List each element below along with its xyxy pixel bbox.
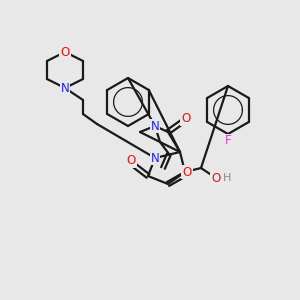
Text: O: O [182,166,192,178]
Text: N: N [151,152,159,164]
Text: O: O [212,172,220,184]
Text: N: N [151,119,159,133]
Text: O: O [60,46,70,59]
Text: O: O [182,112,190,125]
Text: N: N [61,82,69,94]
Text: F: F [225,134,231,148]
Text: O: O [126,154,136,167]
Text: H: H [223,173,231,183]
